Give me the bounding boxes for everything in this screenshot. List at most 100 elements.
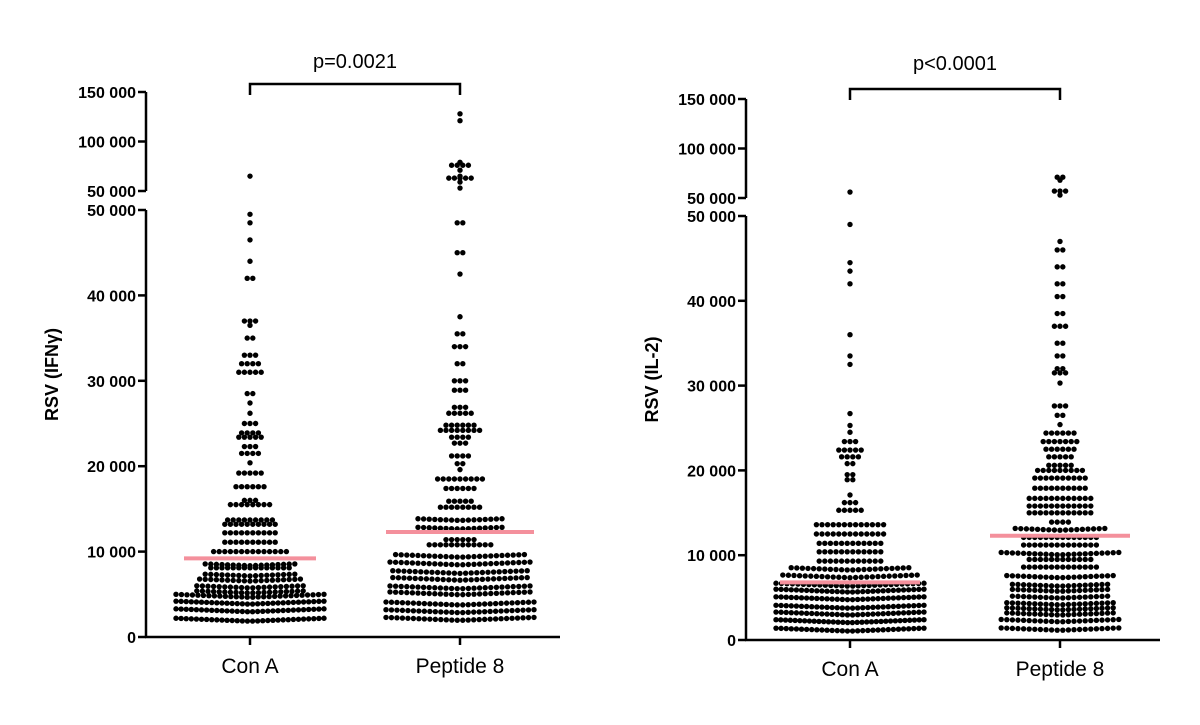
data-point [293,592,300,599]
data-point [311,598,317,605]
data-point [1037,601,1044,607]
data-point [454,361,460,367]
data-point [415,590,421,596]
data-point [1054,365,1060,372]
data-point [443,585,449,591]
data-point [488,525,494,531]
data-point [880,573,887,580]
data-point [1009,593,1016,599]
data-point [1082,611,1088,617]
significance-bracket [248,82,462,95]
data-point [1015,573,1021,579]
data-point [1015,586,1021,593]
data-point [420,516,427,522]
data-point [236,577,242,584]
data-point [1020,582,1027,588]
data-point [448,453,455,459]
data-point [252,420,259,427]
data-point [509,615,515,621]
data-point [870,627,876,633]
data-point [457,440,463,446]
data-point [1060,607,1066,613]
y-tick-label: 100 000 [78,135,136,152]
data-point [1046,438,1052,445]
data-point [250,521,256,527]
data-point [230,562,236,568]
data-point [465,434,472,440]
data-point [504,590,511,596]
data-point [457,185,463,191]
data-point [834,596,840,602]
data-point [238,539,245,545]
data-point [834,605,840,611]
data-point [1076,551,1083,557]
data-point [457,179,463,185]
data-point [465,542,472,548]
data-point [457,271,463,277]
data-point [870,611,876,617]
data-point [1009,610,1016,616]
data-point [224,577,231,583]
data-point [222,584,228,590]
data-point [1065,542,1072,548]
data-point [1048,495,1055,502]
data-point [275,572,281,578]
data-point [808,573,814,579]
data-point [244,548,250,555]
data-point [255,539,262,545]
data-point [824,627,830,633]
data-point [778,594,784,600]
data-point [244,594,250,600]
data-point [1020,617,1027,624]
data-point [1051,454,1058,460]
data-point [1004,549,1010,556]
data-point [227,521,234,527]
data-point [1032,556,1038,563]
data-point [394,607,400,613]
data-point [178,591,185,598]
data-point [1026,626,1032,632]
data-point [471,585,477,591]
data-point [887,618,894,624]
data-point [465,536,472,543]
data-point [1088,495,1094,502]
data-point [1054,556,1060,563]
data-point [217,593,223,599]
data-point [1020,550,1027,557]
data-point [875,531,881,537]
data-point [1082,582,1088,588]
data-point [460,591,466,598]
data-point [247,410,253,416]
data-point [205,583,211,589]
data-point [816,549,822,555]
data-point [858,521,864,528]
data-point [194,583,200,589]
data-point [839,628,846,634]
data-point [525,607,532,613]
data-point [399,607,406,614]
data-point [1043,627,1049,633]
data-point [1026,600,1032,607]
data-point [905,594,912,601]
data-point [236,562,242,568]
data-point [839,583,845,589]
data-point [460,220,466,226]
data-point [448,517,455,523]
data-point [1079,526,1086,533]
group-1 [383,111,537,623]
data-point [244,390,250,397]
data-point [261,594,267,600]
data-point [1099,605,1105,611]
data-point [521,559,528,565]
data-point [1037,574,1044,580]
data-point [255,450,262,457]
data-point [188,606,195,613]
data-point [1043,588,1049,594]
data-point [819,611,825,617]
data-point [1040,467,1046,474]
data-point [869,521,876,528]
data-point [250,483,256,490]
data-point [803,610,810,616]
data-point [819,595,825,602]
data-point [254,601,261,607]
